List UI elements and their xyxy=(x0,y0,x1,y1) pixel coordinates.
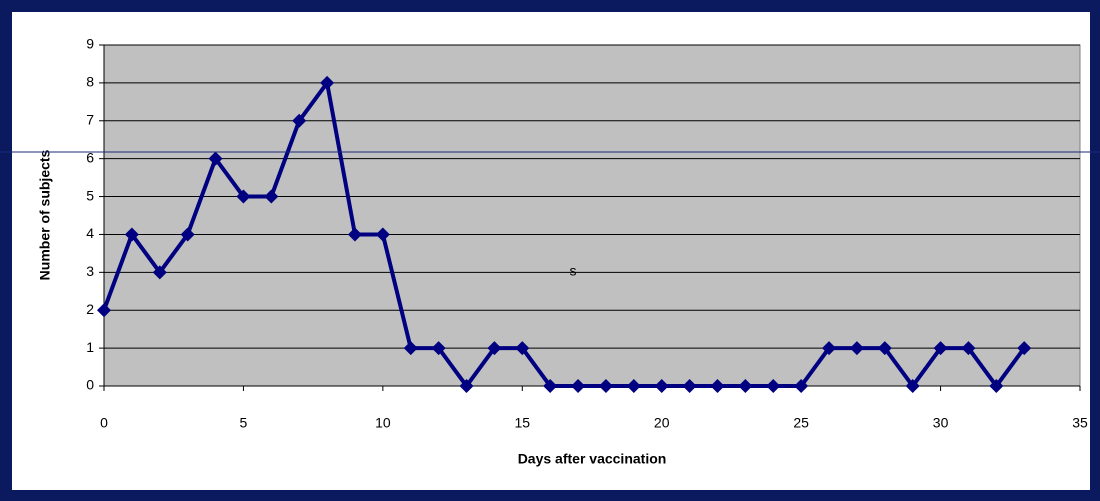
data-point xyxy=(320,75,335,90)
data-point xyxy=(626,379,641,393)
data-point xyxy=(571,379,586,393)
data-point xyxy=(877,341,892,356)
y-tick-label: 6 xyxy=(86,149,94,165)
data-point xyxy=(459,379,474,393)
annotation: s xyxy=(570,263,577,279)
data-point xyxy=(375,227,390,242)
data-point xyxy=(431,341,446,356)
x-tick-label: 5 xyxy=(240,415,248,431)
data-point xyxy=(152,265,167,280)
x-tick-label: 15 xyxy=(514,415,530,431)
x-tick-label: 30 xyxy=(933,415,949,431)
y-tick-label: 0 xyxy=(86,377,94,393)
data-point xyxy=(849,341,864,356)
data-point xyxy=(347,227,362,242)
data-point xyxy=(822,341,837,356)
y-tick-label: 9 xyxy=(86,36,94,52)
data-point xyxy=(543,379,558,393)
x-tick-label: 25 xyxy=(793,415,809,431)
data-point xyxy=(961,341,976,356)
data-point xyxy=(794,379,809,393)
x-tick-label: 35 xyxy=(1072,415,1088,431)
data-point xyxy=(180,227,195,242)
x-axis-label: Days after vaccination xyxy=(518,451,667,467)
x-tick-label: 20 xyxy=(654,415,670,431)
data-point xyxy=(292,113,307,128)
data-line xyxy=(102,80,1026,388)
y-tick-label: 4 xyxy=(86,225,94,241)
y-tick-label: 8 xyxy=(86,74,94,90)
data-point xyxy=(682,379,697,393)
y-tick-label: 1 xyxy=(86,339,94,355)
y-tick-label: 3 xyxy=(86,263,94,279)
data-point xyxy=(487,341,502,356)
y-tick-label: 5 xyxy=(86,187,94,203)
data-point xyxy=(124,227,139,242)
data-point xyxy=(989,379,1004,393)
y-tick-label: 2 xyxy=(86,301,94,317)
data-point xyxy=(710,379,725,393)
data-point xyxy=(1017,341,1032,356)
y-axis-label: Number of subjects xyxy=(37,149,53,280)
data-point xyxy=(208,151,223,166)
data-point xyxy=(933,341,948,356)
x-tick-label: 0 xyxy=(100,415,108,431)
data-point xyxy=(97,303,111,318)
data-point xyxy=(654,379,669,393)
y-tick-label: 7 xyxy=(86,111,94,127)
data-point xyxy=(403,341,418,356)
data-point xyxy=(738,379,753,393)
data-point xyxy=(236,189,251,204)
x-tick-label: 10 xyxy=(375,415,391,431)
plot-area xyxy=(103,44,1081,387)
data-point xyxy=(515,341,530,356)
data-point xyxy=(264,189,279,204)
data-point xyxy=(766,379,781,393)
data-point xyxy=(905,379,920,393)
data-point xyxy=(598,379,613,393)
